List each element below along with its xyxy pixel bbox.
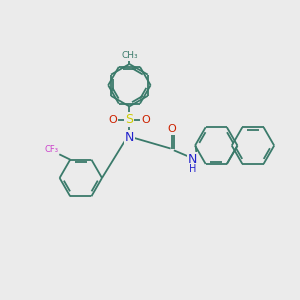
Text: N: N <box>188 153 197 166</box>
Text: CF₃: CF₃ <box>44 145 58 154</box>
Text: S: S <box>125 113 134 126</box>
Text: N: N <box>125 131 134 144</box>
Text: CH₃: CH₃ <box>121 51 138 60</box>
Text: H: H <box>189 164 196 173</box>
Text: O: O <box>168 124 176 134</box>
Text: O: O <box>141 115 150 125</box>
Text: O: O <box>109 115 118 125</box>
